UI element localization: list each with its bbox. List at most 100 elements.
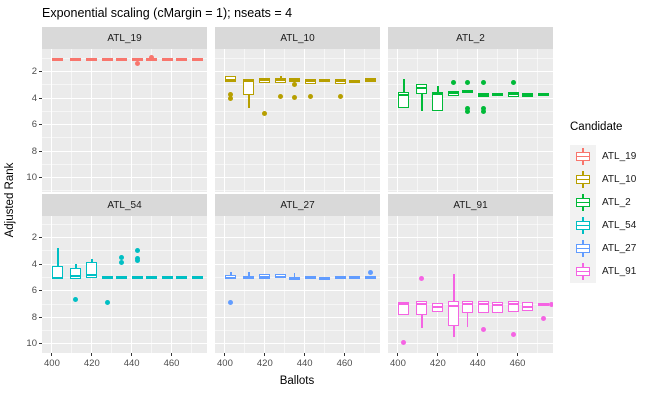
minor-gridline-h [215, 110, 380, 112]
legend-boxplot-glyph-median [576, 247, 590, 250]
major-gridline-v [397, 216, 399, 353]
major-gridline-v [51, 216, 53, 353]
x-tick-mark [171, 353, 173, 356]
x-tick-label: 440 [123, 358, 140, 369]
boxplot-flat-box [132, 276, 144, 280]
major-gridline-h [42, 124, 207, 126]
outlier-point [149, 54, 155, 60]
major-gridline-h [388, 124, 553, 126]
boxplot-box [398, 302, 410, 315]
outlier-point [419, 275, 425, 281]
major-gridline-h [42, 177, 207, 179]
outlier-point [228, 299, 234, 305]
facet-panel [215, 49, 380, 192]
legend-boxplot-glyph-median [576, 270, 590, 273]
minor-gridline-h [215, 250, 380, 252]
minor-gridline-h [42, 330, 207, 332]
boxplot-flat-box [132, 57, 144, 61]
major-gridline-v [304, 216, 306, 353]
minor-gridline-h [42, 223, 207, 225]
upper-whisker [280, 75, 282, 78]
x-tick-label: 440 [296, 358, 313, 369]
x-tick-mark [517, 353, 519, 356]
legend-boxplot-glyph-median [576, 155, 590, 158]
boxplot-flat-box [116, 276, 128, 280]
boxplot-median [335, 79, 347, 82]
y-tick-label: 4 [31, 258, 37, 270]
minor-gridline-v [284, 49, 286, 192]
boxplot-median [305, 276, 317, 279]
major-gridline-v [91, 49, 93, 192]
legend-boxplot-glyph-median [576, 178, 590, 181]
boxplot-median [275, 78, 287, 81]
minor-gridline-h [388, 330, 553, 332]
minor-gridline-v [324, 216, 326, 353]
major-gridline-v [264, 216, 266, 353]
minor-gridline-h [215, 84, 380, 86]
facet-strip-label: ATL_91 [453, 199, 488, 211]
major-gridline-h [215, 237, 380, 239]
minor-gridline-h [215, 303, 380, 305]
facet-strip: ATL_19 [42, 27, 207, 49]
upper-whisker [75, 264, 77, 268]
boxplot-median [448, 305, 460, 308]
lower-whisker [421, 94, 423, 111]
lower-whisker [421, 315, 423, 328]
boxplot-flat-box [70, 57, 82, 61]
boxplot-flat-box [146, 276, 158, 280]
x-tick-label: 420 [429, 358, 446, 369]
minor-gridline-v [71, 216, 73, 353]
x-tick-mark [131, 353, 133, 356]
x-tick-mark [91, 353, 93, 356]
major-gridline-v [304, 49, 306, 192]
boxplot-median [259, 275, 271, 278]
outlier-point [511, 332, 517, 338]
x-tick-label: 400 [217, 358, 233, 369]
major-gridline-v [344, 49, 346, 192]
boxplot-box [448, 301, 460, 327]
outlier-point [465, 108, 471, 114]
major-gridline-h [42, 263, 207, 265]
minor-gridline-h [388, 277, 553, 279]
legend-label: ATL_2 [602, 197, 631, 208]
lower-whisker [466, 313, 469, 328]
x-tick-label: 400 [44, 358, 60, 369]
boxplot-box [492, 302, 504, 314]
major-gridline-v [437, 49, 439, 192]
x-tick-label: 460 [336, 358, 353, 369]
upper-whisker [57, 248, 59, 267]
outlier-point [135, 258, 141, 264]
major-gridline-h [388, 177, 553, 179]
major-gridline-v [131, 49, 133, 192]
boxplot-flat-box [319, 79, 331, 83]
boxplot-flat-box [364, 276, 376, 280]
major-gridline-h [215, 71, 380, 73]
x-tick-mark [51, 353, 53, 356]
minor-gridline-h [388, 223, 553, 225]
boxplot-median [508, 93, 520, 96]
boxplot-median [521, 93, 533, 96]
minor-gridline-h [388, 163, 553, 165]
boxplot-flat-box [462, 90, 474, 94]
major-gridline-h [42, 150, 207, 152]
outlier-point [540, 316, 546, 322]
boxplot-median [52, 276, 64, 279]
boxplot-box [462, 301, 474, 314]
y-tick-label: 2 [31, 66, 37, 78]
boxplot-median [225, 276, 237, 279]
minor-gridline-h [42, 190, 207, 192]
minor-gridline-h [388, 84, 553, 86]
facet-panel [42, 216, 207, 353]
major-gridline-h [215, 263, 380, 265]
minor-gridline-v [151, 216, 153, 353]
major-gridline-h [215, 343, 380, 345]
boxplot-flat-box [289, 276, 301, 280]
outlier-point [135, 60, 141, 66]
boxplot-median [305, 79, 317, 82]
lower-whisker [248, 94, 250, 109]
major-gridline-v [477, 49, 479, 192]
minor-gridline-v [363, 49, 365, 192]
lower-whisker [453, 326, 455, 337]
minor-gridline-v [190, 49, 192, 192]
major-gridline-h [388, 290, 553, 292]
